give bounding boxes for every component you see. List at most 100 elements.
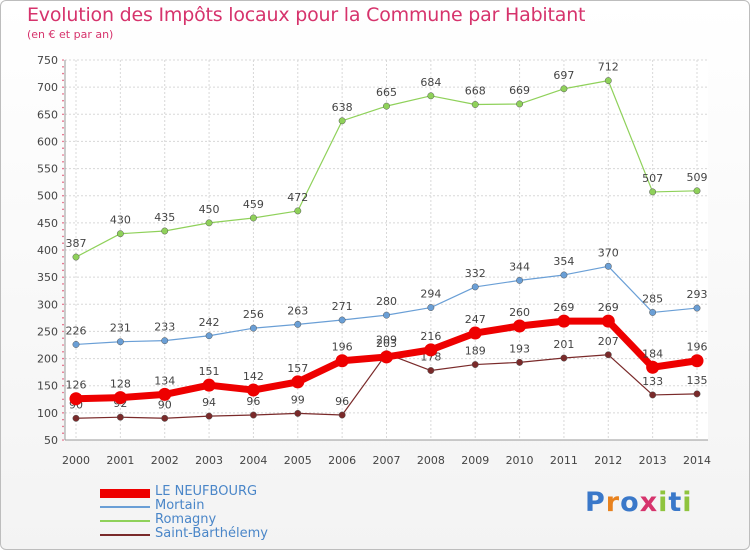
proxiti-logo: Proxiti [585, 487, 693, 518]
y-tick-label: 550 [37, 163, 58, 176]
data-label-mortain: 332 [465, 267, 486, 280]
data-label-romagny: 665 [376, 86, 397, 99]
x-tick-label: 2003 [195, 454, 223, 467]
y-minor-tick [62, 439, 64, 441]
y-minor-tick [62, 378, 64, 380]
logo-letter: r [605, 487, 621, 518]
data-point-romagny [116, 230, 124, 238]
data-point-mortain [560, 271, 568, 279]
y-minor-tick [62, 249, 64, 251]
data-label-saint-barth-lemy: 209 [376, 334, 397, 347]
data-point-saint-barth-lemy [560, 354, 568, 362]
data-label-mortain: 294 [420, 288, 441, 301]
y-minor-tick [62, 337, 64, 340]
data-label-saint-barth-lemy: 96 [335, 395, 349, 408]
data-point-le-neufbourg [202, 378, 216, 392]
y-tick-label: 150 [37, 380, 58, 393]
data-point-le-neufbourg [335, 354, 349, 368]
logo-letter: i [658, 487, 669, 518]
chart-title: Evolution des Impôts locaux pour la Comm… [27, 4, 586, 26]
y-tick-label: 100 [37, 407, 58, 420]
data-label-le-neufbourg: 157 [287, 362, 308, 375]
data-label-le-neufbourg: 196 [332, 341, 353, 354]
data-label-mortain: 293 [687, 288, 708, 301]
y-tick-label: 600 [37, 135, 58, 148]
data-point-saint-barth-lemy [604, 351, 612, 359]
data-point-le-neufbourg [291, 375, 305, 389]
y-minor-tick [62, 127, 64, 129]
data-label-saint-barth-lemy: 96 [246, 395, 260, 408]
data-point-le-neufbourg [513, 319, 527, 333]
data-point-saint-barth-lemy [427, 367, 435, 374]
logo-letter: t [668, 487, 683, 518]
y-minor-tick [62, 133, 64, 136]
x-tick-label: 2011 [550, 454, 578, 467]
data-label-romagny: 430 [110, 214, 131, 227]
data-label-le-neufbourg: 128 [110, 378, 131, 391]
y-minor-tick [62, 330, 64, 333]
data-point-le-neufbourg [646, 360, 660, 374]
data-point-romagny [205, 219, 213, 227]
data-point-mortain [427, 304, 435, 311]
y-minor-tick [62, 79, 64, 82]
data-point-saint-barth-lemy [116, 413, 124, 421]
data-point-mortain [161, 337, 169, 345]
y-minor-tick [62, 106, 64, 109]
x-tick-label: 2002 [151, 454, 179, 467]
y-tick-label: 400 [37, 244, 58, 257]
y-minor-tick [62, 371, 64, 373]
legend-swatch [100, 506, 150, 508]
data-point-le-neufbourg [380, 350, 393, 364]
data-point-saint-barth-lemy [471, 361, 479, 368]
data-label-mortain: 233 [154, 321, 175, 334]
data-point-mortain [249, 324, 257, 332]
data-label-romagny: 697 [553, 69, 574, 82]
x-tick-label: 2009 [461, 454, 489, 467]
y-minor-tick [62, 208, 64, 211]
data-label-romagny: 509 [687, 171, 708, 184]
data-label-saint-barth-lemy: 193 [509, 342, 530, 355]
y-minor-tick [62, 215, 64, 217]
y-minor-tick [62, 364, 64, 367]
data-label-romagny: 638 [332, 101, 353, 114]
data-point-saint-barth-lemy [516, 358, 524, 366]
y-minor-tick [62, 147, 64, 150]
y-minor-tick [62, 391, 64, 394]
x-tick-label: 2013 [639, 454, 667, 467]
y-minor-tick [62, 310, 64, 312]
data-point-le-neufbourg [113, 391, 127, 405]
data-label-romagny: 712 [598, 61, 619, 74]
data-label-romagny: 684 [420, 76, 441, 89]
y-minor-tick [62, 65, 64, 68]
data-label-saint-barth-lemy: 90 [158, 398, 172, 411]
y-minor-tick [62, 303, 64, 306]
x-tick-label: 2004 [239, 454, 267, 467]
data-point-romagny [604, 77, 612, 85]
data-point-le-neufbourg [424, 343, 438, 357]
x-tick-label: 2014 [683, 454, 711, 467]
y-minor-tick [62, 344, 64, 346]
y-tick-label: 500 [37, 190, 58, 203]
data-point-romagny [383, 102, 390, 110]
data-point-romagny [338, 117, 346, 125]
data-label-romagny: 669 [509, 84, 530, 97]
y-minor-tick [62, 296, 64, 299]
legend-swatch [100, 520, 150, 522]
data-point-mortain [693, 304, 701, 312]
data-point-le-neufbourg [69, 392, 83, 406]
y-minor-tick [62, 160, 64, 163]
data-point-romagny [249, 214, 257, 222]
y-tick-label: 350 [37, 271, 58, 284]
data-label-romagny: 387 [66, 237, 87, 250]
data-label-saint-barth-lemy: 135 [687, 374, 708, 387]
y-minor-tick [62, 222, 64, 224]
data-label-mortain: 354 [553, 255, 574, 268]
data-label-le-neufbourg: 184 [642, 347, 663, 360]
data-label-le-neufbourg: 269 [553, 301, 574, 314]
y-tick-label: 250 [37, 325, 58, 338]
y-minor-tick [62, 188, 64, 190]
data-label-le-neufbourg: 269 [598, 301, 619, 314]
data-label-mortain: 256 [243, 308, 264, 321]
data-label-romagny: 507 [642, 172, 663, 185]
data-label-saint-barth-lemy: 201 [553, 338, 574, 351]
